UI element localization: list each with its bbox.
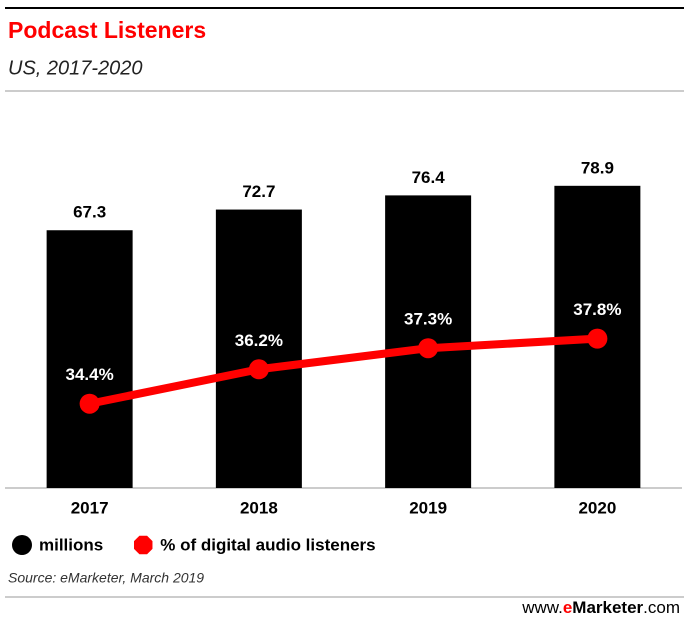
x-tick-label: 2018 [240,498,278,517]
bar-value-label: 78.9 [581,158,614,177]
line [88,334,598,408]
brand-e: e [563,598,572,617]
x-tick-label: 2020 [578,498,616,517]
bar [215,209,302,488]
legend-item: % of digital audio listeners [133,535,376,555]
line-value-label: 37.3% [404,310,452,329]
brand-suffix: .com [643,598,680,617]
line-point [248,359,269,380]
x-tick-label: 2019 [409,498,447,517]
brand-name: Marketer [572,598,643,617]
legend-label: millions [39,535,103,554]
bar [46,230,133,488]
legend-item: millions [12,535,103,555]
bar-value-label: 76.4 [412,168,446,187]
brand-prefix: www. [521,598,563,617]
source-note: Source: eMarketer, March 2019 [8,570,204,586]
chart-title: Podcast Listeners [8,17,206,43]
chart-subtitle: US, 2017-2020 [8,57,143,79]
bar-value-label: 72.7 [242,182,275,201]
line-value-label: 37.8% [573,300,621,319]
line-point [79,393,100,414]
brand: www.eMarketer.com [521,598,680,617]
x-tick-label: 2017 [71,498,109,517]
legend-label: % of digital audio listeners [160,535,375,554]
legend-swatch [133,535,153,555]
legend-swatch [12,535,32,555]
line-value-label: 36.2% [235,331,283,350]
line-value-label: 34.4% [66,365,114,384]
line-point [418,338,439,359]
bar-value-label: 67.3 [73,203,106,222]
line-point [587,328,608,349]
